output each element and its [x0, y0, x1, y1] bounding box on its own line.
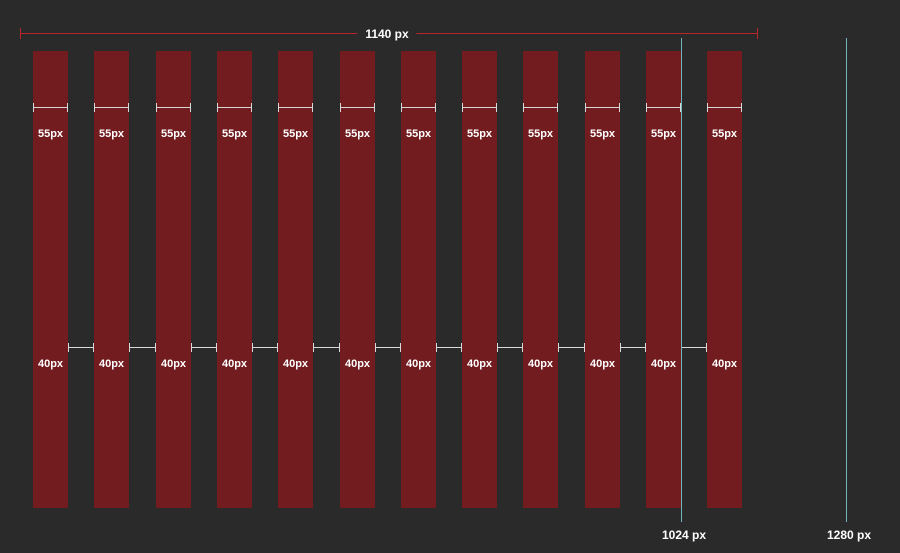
breakpoint-label-1280: 1280 px	[826, 528, 872, 542]
grid-column	[278, 51, 313, 508]
grid-column	[585, 51, 620, 508]
gutter-width-label: 40px	[282, 358, 309, 370]
gutter-width-label: 40px	[466, 358, 493, 370]
grid-column	[217, 51, 252, 508]
breakpoint-line-1280	[846, 38, 847, 522]
grid-column	[462, 51, 497, 508]
column-width-label: 55px	[282, 128, 309, 140]
grid-column	[94, 51, 129, 508]
column-width-label: 55px	[650, 128, 677, 140]
grid-column	[401, 51, 436, 508]
container-width-rule-start-tick	[20, 28, 21, 39]
column-width-label: 55px	[711, 128, 738, 140]
column-width-label: 55px	[344, 128, 371, 140]
column-width-label: 55px	[221, 128, 248, 140]
grid-column	[707, 51, 742, 508]
column-width-label: 55px	[589, 128, 616, 140]
column-width-label: 55px	[98, 128, 125, 140]
gutter-width-label: 40px	[98, 358, 125, 370]
grid-column	[33, 51, 68, 508]
gutter-width-label: 40px	[711, 358, 738, 370]
column-width-label: 55px	[466, 128, 493, 140]
grid-column	[340, 51, 375, 508]
column-width-label: 55px	[527, 128, 554, 140]
gutter-width-label: 40px	[344, 358, 371, 370]
column-width-label: 55px	[405, 128, 432, 140]
grid-column	[523, 51, 558, 508]
gutter-width-label: 40px	[650, 358, 677, 370]
gutter-width-label: 40px	[589, 358, 616, 370]
container-width-rule-end-tick	[757, 28, 758, 39]
breakpoint-line-1024	[681, 38, 682, 522]
grid-column	[156, 51, 191, 508]
column-width-label: 55px	[37, 128, 64, 140]
gutter-width-label: 40px	[221, 358, 248, 370]
grid-column	[646, 51, 681, 508]
gutter-width-label: 40px	[405, 358, 432, 370]
gutter-width-label: 40px	[37, 358, 64, 370]
breakpoint-label-1024: 1024 px	[661, 528, 707, 542]
container-width-label: 1140 px	[357, 27, 417, 41]
gutter-width-label: 40px	[160, 358, 187, 370]
gutter-width-label: 40px	[527, 358, 554, 370]
column-width-label: 55px	[160, 128, 187, 140]
